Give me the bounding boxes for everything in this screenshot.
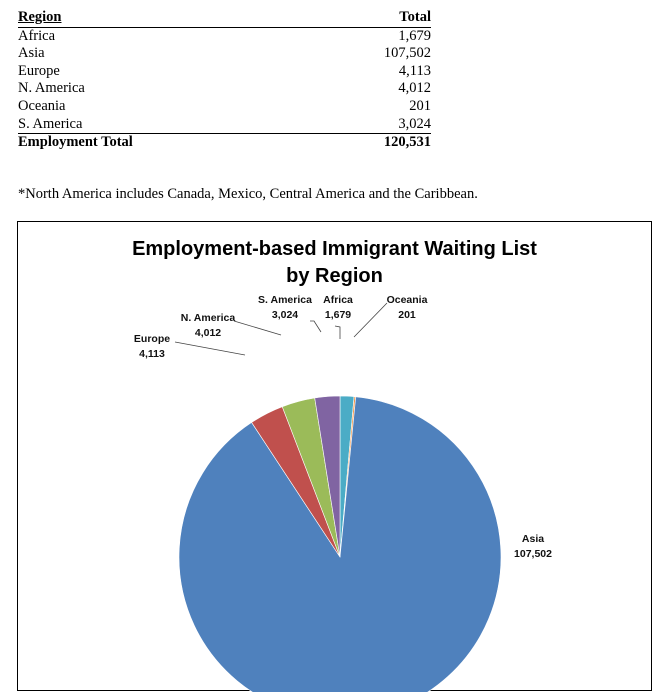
row-total: 4,113	[398, 62, 431, 79]
leader-line-europe	[174, 341, 246, 356]
row-total: 4,012	[398, 80, 431, 97]
slice-value-oceania: 201	[398, 309, 416, 321]
row-region: Oceania	[18, 97, 66, 114]
table-row: Europe 4,113	[18, 63, 431, 81]
table-total-row: Employment Total 120,531	[18, 133, 431, 152]
chart-title-line-2: by Region	[286, 265, 383, 287]
total-value: 120,531	[383, 134, 431, 151]
table-row: Oceania 201	[18, 98, 431, 116]
slice-label-s-america: S. America	[258, 294, 312, 306]
slice-value-n-america: 4,012	[195, 327, 221, 339]
table-row: S. America 3,024	[18, 116, 431, 134]
slice-value-s-america: 3,024	[272, 309, 298, 321]
row-total: 1,679	[398, 27, 431, 44]
slice-value-asia: 107,502	[514, 548, 552, 560]
footnote: *North America includes Canada, Mexico, …	[18, 186, 478, 202]
row-region: N. America	[18, 80, 85, 97]
row-total: 201	[409, 97, 431, 114]
chart-title-line-1: Employment-based Immigrant Waiting List	[132, 238, 537, 260]
slice-value-europe: 4,113	[139, 348, 165, 360]
table-row: N. America 4,012	[18, 80, 431, 98]
leader-line-n-america	[233, 320, 282, 336]
pie-chart-frame: Employment-based Immigrant Waiting List …	[17, 221, 652, 692]
slice-label-asia: Asia	[522, 533, 544, 545]
row-total: 107,502	[383, 45, 431, 62]
pie-slice-s-america	[314, 395, 341, 558]
row-region: Asia	[18, 45, 45, 62]
region-table: Region Total Africa 1,679 Asia 107,502 E…	[18, 9, 431, 152]
slice-label-africa: Africa	[323, 294, 353, 306]
leader-line-oceania	[353, 302, 388, 338]
table-row: Africa 1,679	[18, 28, 431, 46]
header-region: Region	[18, 9, 62, 25]
row-region: Europe	[18, 62, 60, 79]
pie-chart: Africa 1,679 Oceania 201 Asia 107,502 Europe 4,…	[134, 294, 552, 692]
row-region: Africa	[18, 27, 56, 44]
pie-slice-asia	[178, 396, 502, 692]
slice-label-n-america: N. America	[181, 312, 236, 324]
header-total: Total	[399, 9, 431, 25]
slice-label-oceania: Oceania	[387, 294, 428, 306]
table-row: Asia 107,502	[18, 45, 431, 63]
row-region: S. America	[18, 115, 83, 132]
chart-title: Employment-based Immigrant Waiting List …	[18, 236, 651, 290]
leader-line-africa	[334, 325, 341, 339]
row-total: 3,024	[398, 115, 431, 132]
table-header-row: Region Total	[18, 9, 431, 28]
leader-line-s-america	[310, 320, 322, 333]
slice-label-europe: Europe	[134, 333, 170, 345]
total-label: Employment Total	[18, 134, 133, 151]
slice-value-africa: 1,679	[325, 309, 351, 321]
